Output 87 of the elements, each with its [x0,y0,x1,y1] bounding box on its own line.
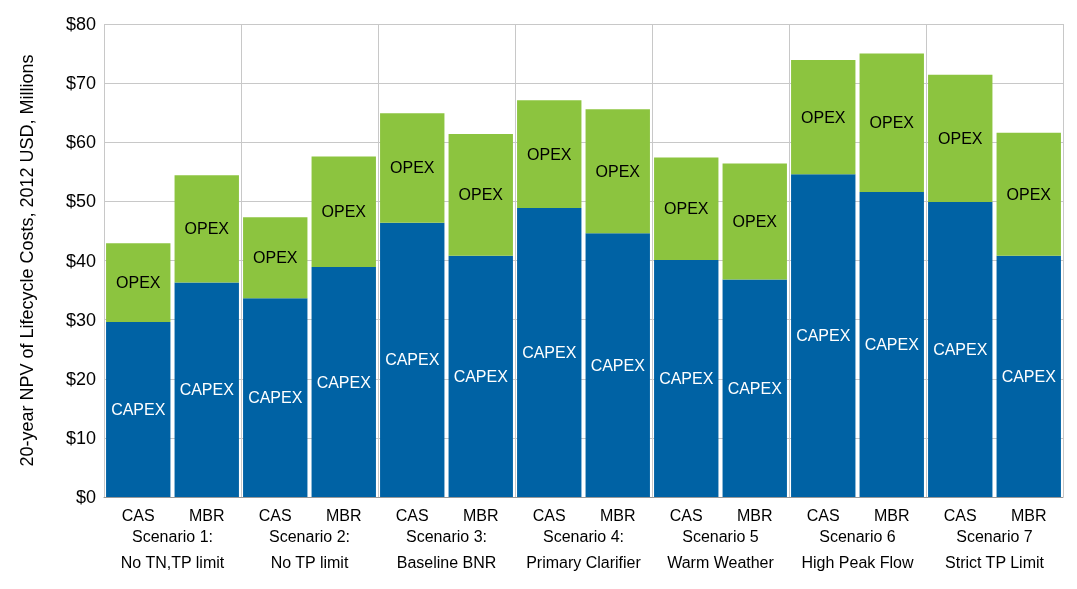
bar [448,133,513,256]
bar [174,282,239,497]
x-tick-label: CAS [943,506,977,524]
text: OPEX [801,108,846,126]
y-tick-label: $30 [65,309,96,330]
x-tick-label: MBR [1010,506,1047,524]
x-tick-label: MBR [462,506,499,524]
text: Scenario 3: Baseline BNR [396,527,497,571]
bar [311,156,376,267]
series-label: CAPEX [453,367,509,385]
text: CAPEX [1001,367,1056,385]
x-tick-label: MBR [599,506,636,524]
y-tick-label: $40 [65,250,96,271]
text: CAPEX [796,327,851,345]
bar [106,321,171,497]
y-tick-label: $20 [65,368,96,389]
text: OPEX [1006,185,1051,203]
bar [928,74,993,202]
x-tick-label: MBR [736,506,773,524]
x-tick-label: CAS [258,506,292,524]
text: OPEX [527,145,572,163]
y-axis-title: 20-year NPV of Lifecycle Costs, 2012 USD, Millions [17,54,37,467]
text: CAPEX [111,400,166,418]
bar [791,60,856,175]
x-tick-label: CAS [806,506,840,524]
bar [654,259,719,497]
bar [722,163,787,280]
text: Scenario 1: No TN,TP limit [120,527,225,571]
bar [517,207,582,497]
bar [791,174,856,497]
bar [311,267,376,497]
bar [243,298,308,497]
text: CAPEX [659,369,714,387]
y-tick-label: $60 [65,132,96,153]
text: OPEX [253,249,298,267]
text: Scenario 5 Warm Weather [667,527,775,571]
x-tick-label: MBR [188,506,225,524]
text: OPEX [664,200,709,218]
bar [928,201,993,497]
text: CAPEX [590,356,645,374]
text: CAPEX [864,335,919,353]
bar [448,255,513,497]
text: OPEX [938,129,983,147]
x-tick-label: CAS [532,506,566,524]
bar [243,217,308,299]
y-tick-label: $70 [65,73,96,94]
bar [996,255,1061,497]
bar [174,175,239,283]
text: Scenario 7 Strict TP Limit [945,527,1045,571]
bar [517,100,582,208]
bar [380,222,445,497]
text: CAPEX [522,343,577,361]
text: CAPEX [727,379,782,397]
x-tick-label: CAS [395,506,429,524]
text: OPEX [184,220,229,238]
y-tick-label: $50 [65,191,96,212]
text: OPEX [732,212,777,230]
y-tick-label: $80 [65,14,96,34]
bar [859,53,924,192]
text: Scenario 2: No TP limit [269,527,350,571]
text: CAPEX [316,373,371,391]
bar [654,157,719,260]
bar [585,233,650,497]
text: CAPEX [179,381,234,399]
x-tick-label: MBR [873,506,910,524]
text: OPEX [595,162,640,180]
bar [996,132,1061,256]
bar [380,113,445,223]
series-label: OPEX [321,203,367,221]
bar [585,109,650,234]
y-tick-label: $0 [75,487,96,507]
y-tick-label: $10 [65,427,96,448]
text: CAPEX [933,340,988,358]
x-tick-label: CAS [669,506,703,524]
text: OPEX [116,274,161,292]
text: OPEX [390,159,435,177]
text: Scenario 6 High Peak Flow [801,527,914,571]
bar [106,243,171,322]
text: CAPEX [248,389,303,407]
x-tick-label: MBR [325,506,362,524]
bar [859,191,924,497]
text: OPEX [458,186,503,204]
bar [722,279,787,497]
text: Scenario 4: Primary Clarifier [526,527,642,571]
text: CAPEX [385,351,440,369]
text: OPEX [869,114,914,132]
x-tick-label: CAS [121,506,155,524]
